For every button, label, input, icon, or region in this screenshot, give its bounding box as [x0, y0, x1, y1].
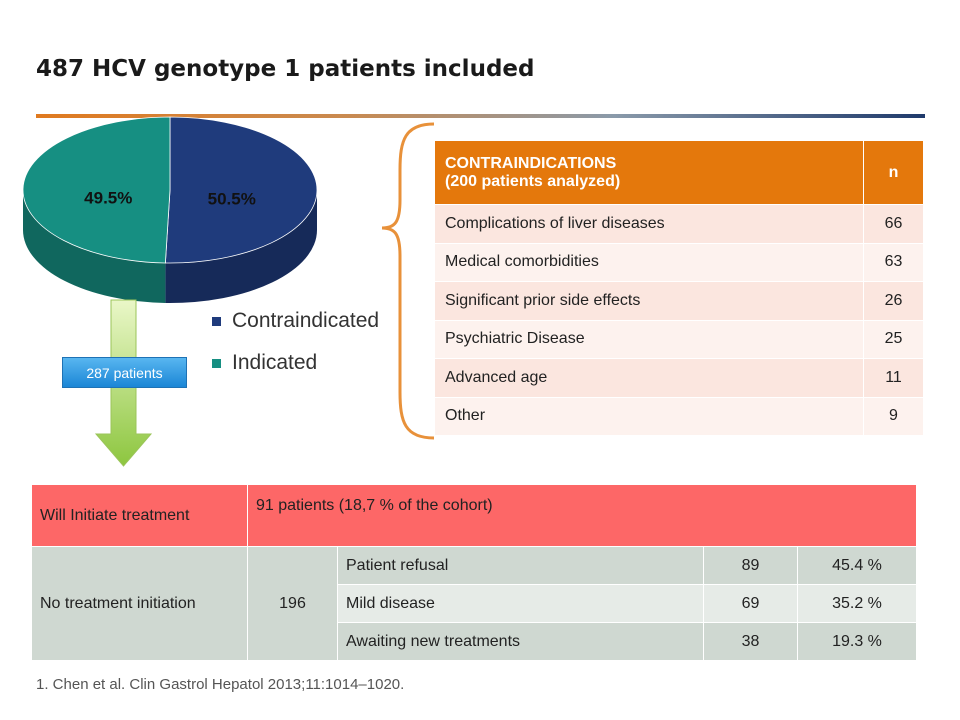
initiate-row: Will Initiate treatment 91 patients (18,…: [31, 484, 917, 547]
footnote: 1. Chen et al. Clin Gastrol Hepatol 2013…: [36, 676, 405, 693]
pie-slice: [164, 116, 318, 264]
pie-value-label: 50.5%: [208, 189, 256, 208]
table-row: Complications of liver diseases 66: [434, 204, 924, 244]
pie-legend: Contraindicated Indicated: [212, 300, 379, 384]
legend-item-contraindicated: Contraindicated: [212, 300, 379, 342]
reason-count: 69: [703, 584, 798, 623]
pie-slice-side: [165, 190, 317, 304]
row-label: Psychiatric Disease: [434, 319, 864, 359]
initiate-label: Will Initiate treatment: [31, 484, 248, 547]
legend-swatch: [212, 358, 221, 368]
no-treatment-count: 196: [247, 546, 338, 661]
table-row: Other 9: [434, 396, 924, 436]
row-label: Other: [434, 396, 864, 436]
reason-count: 38: [703, 622, 798, 661]
row-label: Medical comorbidities: [434, 242, 864, 282]
reason-percent: 45.4 %: [797, 546, 917, 585]
table-row: Psychiatric Disease 25: [434, 319, 924, 359]
row-count: 26: [863, 281, 924, 321]
pie-slice: [22, 116, 171, 264]
reason-percent: 19.3 %: [797, 622, 917, 661]
title-divider: [36, 114, 925, 118]
reason-label: Patient refusal: [337, 546, 704, 585]
reason-count: 89: [703, 546, 798, 585]
table-row: Awaiting new treatments 38 19.3 %: [32, 622, 917, 661]
table-row: Significant prior side effects 26: [434, 281, 924, 321]
header-subtitle: (200 patients analyzed): [445, 172, 621, 190]
row-label: Significant prior side effects: [434, 281, 864, 321]
legend-item-indicated: Indicated: [212, 342, 379, 384]
row-count: 25: [863, 319, 924, 359]
reason-label: Awaiting new treatments: [337, 622, 704, 661]
slide-title: 487 HCV genotype 1 patients included: [36, 56, 535, 82]
contraindications-table: CONTRAINDICATIONS (200 patients analyzed…: [434, 140, 924, 436]
pie-slice-side: [23, 190, 166, 303]
row-count: 63: [863, 242, 924, 282]
table-row: No treatment initiation 196 Patient refu…: [31, 546, 917, 661]
row-count: 9: [863, 396, 924, 436]
row-label: Advanced age: [434, 358, 864, 398]
treatment-table: Will Initiate treatment 91 patients (18,…: [31, 484, 917, 661]
reason-label: Mild disease: [337, 584, 704, 623]
row-label: Complications of liver diseases: [434, 204, 864, 244]
header-n: n: [863, 140, 924, 205]
table-row: Medical comorbidities 63: [434, 242, 924, 282]
header-cell: CONTRAINDICATIONS (200 patients analyzed…: [434, 140, 864, 205]
legend-label: Contraindicated: [232, 309, 380, 332]
table-row: Advanced age 11: [434, 358, 924, 398]
legend-label: Indicated: [232, 351, 318, 374]
curly-brace-icon: [381, 122, 435, 440]
initiate-value: 91 patients (18,7 % of the cohort): [247, 484, 917, 547]
pie-value-label: 49.5%: [84, 189, 132, 208]
table-row: Mild disease 69 35.2 %: [32, 584, 917, 623]
row-count: 11: [863, 358, 924, 398]
legend-swatch: [212, 316, 221, 326]
no-treatment-label: No treatment initiation: [31, 546, 248, 661]
header-title: CONTRAINDICATIONS: [445, 154, 617, 172]
patients-badge: 287 patients: [62, 357, 187, 388]
reason-percent: 35.2 %: [797, 584, 917, 623]
table-header: CONTRAINDICATIONS (200 patients analyzed…: [434, 140, 924, 205]
row-count: 66: [863, 204, 924, 244]
